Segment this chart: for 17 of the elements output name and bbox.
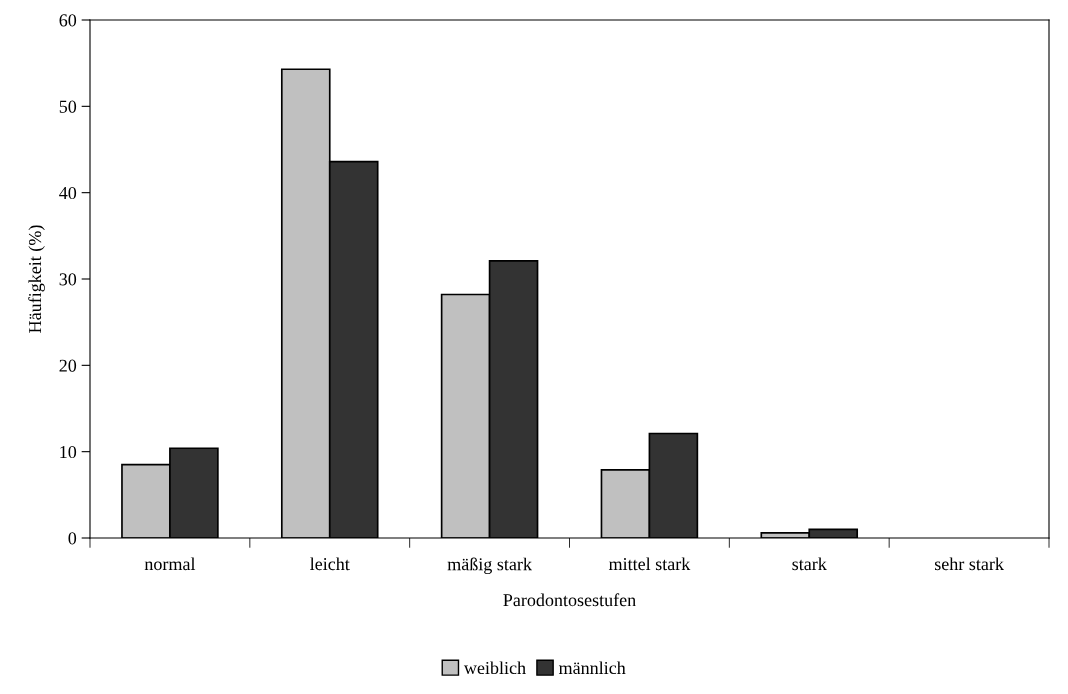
x-tick-label: mittel stark (608, 557, 691, 571)
x-tick-label: leicht (310, 557, 350, 571)
y-tick-label: 0 (68, 532, 77, 545)
x-tick-label: normal (144, 557, 196, 571)
x-tick-label: mäßig stark (447, 557, 532, 575)
y-tick-label: 50 (59, 100, 77, 113)
legend-label: männlich (558, 661, 626, 675)
x-tick-label: sehr stark (934, 557, 1004, 571)
legend-label: weiblich (463, 661, 526, 675)
x-tick-label: stark (792, 557, 827, 571)
x-axis-title: Parodontosestufen (503, 593, 636, 607)
y-axis-title: Häufigkeit (%) (28, 225, 45, 333)
y-tick-label: 20 (59, 359, 77, 372)
y-tick-label: 60 (59, 14, 77, 27)
y-tick-label: 30 (59, 273, 77, 286)
y-tick-label: 40 (59, 186, 77, 200)
y-tick-label: 10 (60, 445, 77, 459)
